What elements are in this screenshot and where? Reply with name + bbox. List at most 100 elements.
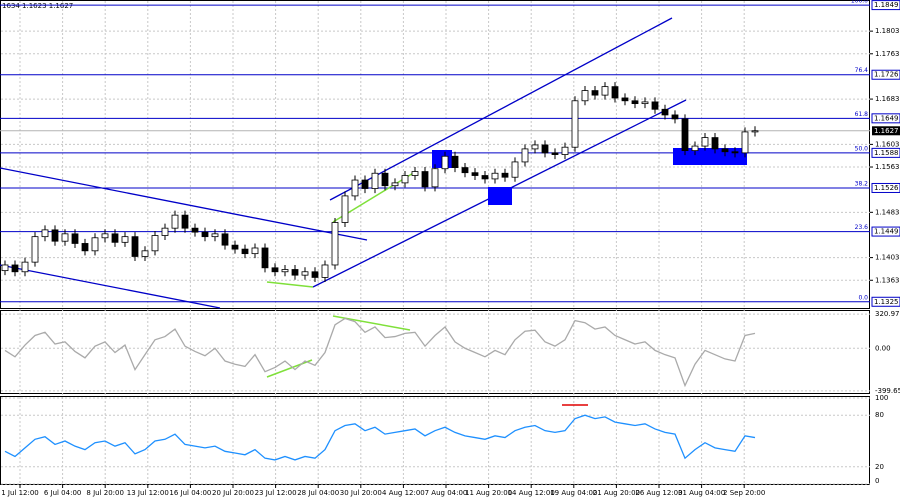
y-tick-label: 1.1363 <box>875 276 900 284</box>
level-price-label: 1.1325 <box>874 298 899 306</box>
y-tick-label: 1.1763 <box>875 50 900 58</box>
candle-body <box>321 264 329 278</box>
indicator-tick-label: 20 <box>875 463 884 471</box>
x-tick-label: 26 Aug 12:00 <box>635 489 682 497</box>
candle-body <box>591 90 599 96</box>
candle-body <box>31 236 39 263</box>
candle-body <box>411 171 419 176</box>
y-tick-label: 1.1603 <box>875 140 900 148</box>
level-price-label: 1.1849 <box>874 1 899 9</box>
indicator-tick-label: 80 <box>875 411 884 419</box>
rsi-line <box>4 414 756 461</box>
candle-body <box>121 236 129 243</box>
candle-body <box>91 237 99 252</box>
y-tick-label: 1.1563 <box>875 163 900 171</box>
candle-body <box>221 233 229 246</box>
fib-label: 76.4 <box>855 67 869 74</box>
candle-body <box>741 131 749 154</box>
candle-body <box>551 152 559 155</box>
candle-body <box>311 271 319 278</box>
candle-body <box>641 101 649 105</box>
x-tick-label: 30 Jul 20:00 <box>340 489 382 497</box>
candle-body <box>151 235 159 252</box>
level-price-label: 1.1649 <box>874 114 899 122</box>
level-price-label: 1.1588 <box>874 149 899 157</box>
candle-body <box>81 243 89 252</box>
level-price-label: 1.1726 <box>874 71 899 79</box>
x-tick-label: 11 Aug 20:00 <box>465 489 512 497</box>
x-tick-label: 16 Jul 04:00 <box>169 489 211 497</box>
fib-label: 61.8 <box>855 111 869 118</box>
candle-body <box>541 144 549 154</box>
candle-body <box>21 261 29 273</box>
candle-body <box>381 172 389 187</box>
y-tick-label: 1.1403 <box>875 254 900 262</box>
candle-body <box>711 137 719 150</box>
x-tick-label: 23 Jul 12:00 <box>255 489 297 497</box>
last-price-label: 1.1627 <box>874 127 899 135</box>
fib-label: 50.0 <box>855 145 869 152</box>
candle-body <box>361 179 369 189</box>
x-tick-label: 31 Aug 04:00 <box>678 489 725 497</box>
y-tick-label: 1.1483 <box>875 208 900 216</box>
candle-body <box>41 229 49 238</box>
candle-body <box>141 250 149 257</box>
y-tick-label: 1.1683 <box>875 95 900 103</box>
x-tick-label: 20 Jul 20:00 <box>212 489 254 497</box>
candle-body <box>681 118 689 152</box>
price-box <box>871 296 900 307</box>
indicator-tick-label: 320.9724 <box>875 310 900 318</box>
candle-body <box>271 267 279 273</box>
x-tick-label: 13 Jul 12:00 <box>127 489 169 497</box>
candle-body <box>241 248 249 255</box>
candle-body <box>1 264 9 272</box>
cci-panel <box>0 310 870 394</box>
fib-label: 100.0 <box>851 0 868 5</box>
drawings <box>0 17 747 406</box>
candle-body <box>131 236 139 257</box>
candle-body <box>661 108 669 116</box>
candle-body <box>301 271 309 276</box>
x-tick-label: 8 Jul 20:00 <box>86 489 124 497</box>
x-tick-label: 1 Jul 12:00 <box>1 489 39 497</box>
candle-body <box>751 130 759 133</box>
main-panel <box>0 0 870 309</box>
candle-body <box>291 269 299 276</box>
candle-body <box>511 161 519 178</box>
candle-body <box>561 146 569 155</box>
candle-body <box>521 148 529 163</box>
x-tick-label: 19 Aug 04:00 <box>550 489 597 497</box>
indicator-tick-label: 100 <box>875 394 888 402</box>
price-box <box>871 182 900 193</box>
candle-body <box>651 101 659 110</box>
divergence-line <box>266 281 314 288</box>
x-tick-label: 4 Aug 12:00 <box>382 489 425 497</box>
candle-body <box>621 97 629 102</box>
trend-line <box>0 264 221 309</box>
candle-body <box>111 233 119 243</box>
candle-body <box>571 100 579 148</box>
y-tick-label: 1.1803 <box>875 27 900 35</box>
price-box <box>871 69 900 80</box>
candle-body <box>531 144 539 150</box>
candle-body <box>611 86 619 99</box>
chart-info: 1634 1.1623 1.1627 <box>2 2 73 10</box>
level-price-label: 1.1526 <box>874 184 899 192</box>
fib-label: 38.2 <box>855 180 869 187</box>
candle-body <box>211 233 219 238</box>
candle-body <box>51 229 59 242</box>
channel-line <box>329 17 673 201</box>
candle-body <box>341 195 349 223</box>
candle-body <box>191 227 199 233</box>
candle-body <box>441 155 449 170</box>
last-price-box <box>872 126 900 136</box>
zone <box>488 187 512 205</box>
indicator-tick-label: 0.00 <box>875 344 891 352</box>
candle-body <box>401 175 409 184</box>
candle-body <box>351 179 359 197</box>
price-box <box>871 113 900 124</box>
price-box <box>871 0 900 11</box>
